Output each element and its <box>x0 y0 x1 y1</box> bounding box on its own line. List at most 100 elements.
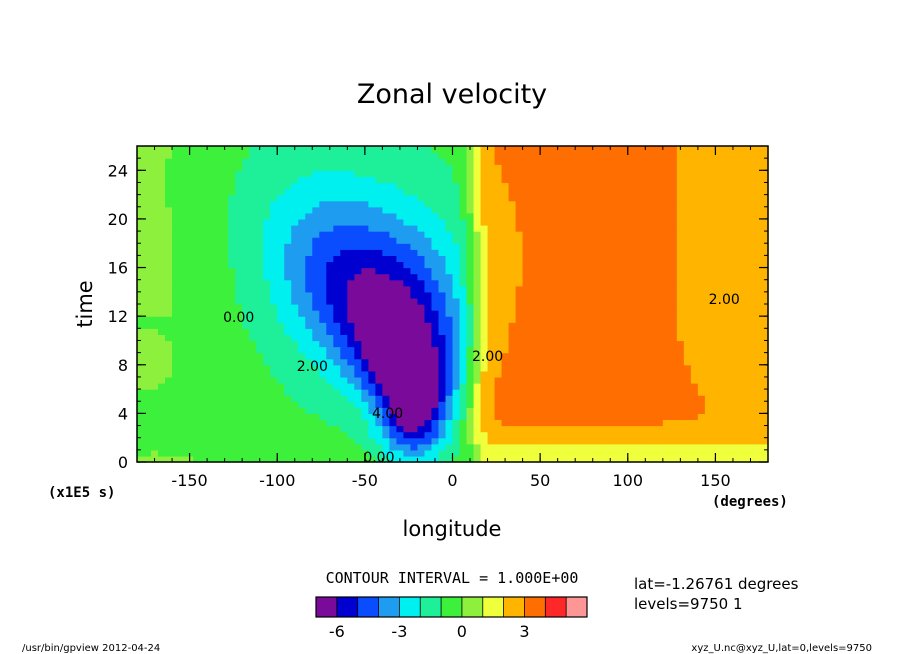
field-cell <box>620 188 629 196</box>
field-cell <box>627 218 636 226</box>
field-cell <box>515 188 524 196</box>
field-cell <box>522 237 531 244</box>
field-cell <box>718 340 727 348</box>
field-cell <box>179 297 187 305</box>
field-cell <box>725 194 734 202</box>
field-cell <box>375 261 383 269</box>
field-cell <box>550 176 559 184</box>
field-cell <box>403 419 412 427</box>
field-cell <box>536 285 545 293</box>
field-cell <box>165 152 173 159</box>
field-cell <box>424 389 433 396</box>
field-cell <box>277 383 285 390</box>
field-cell <box>214 304 222 311</box>
field-cell <box>578 419 587 427</box>
field-cell <box>676 231 685 238</box>
field-cell <box>599 370 608 378</box>
contour-interval-label: CONTOUR INTERVAL = 1.000E+00 <box>326 569 579 587</box>
field-cell <box>438 413 447 421</box>
field-cell <box>473 231 482 238</box>
field-cell <box>753 316 762 323</box>
field-cell <box>487 449 496 457</box>
field-cell <box>473 291 482 299</box>
field-cell <box>459 267 468 275</box>
field-cell <box>494 158 503 165</box>
field-cell <box>459 437 468 445</box>
field-cell <box>312 170 320 177</box>
field-cell <box>396 285 405 293</box>
field-cell <box>641 291 650 299</box>
field-cell <box>501 401 510 408</box>
field-cell <box>158 322 166 329</box>
field-cell <box>270 182 278 190</box>
field-cell <box>298 176 306 184</box>
field-cell <box>648 376 657 384</box>
field-cell <box>305 310 313 317</box>
field-cell <box>375 449 383 457</box>
field-cell <box>536 322 545 329</box>
field-cell <box>739 455 748 463</box>
field-cell <box>403 304 412 311</box>
field-cell <box>417 370 426 378</box>
field-cell <box>501 164 510 171</box>
field-cell <box>466 328 475 335</box>
field-cell <box>221 249 229 256</box>
field-cell <box>494 370 503 378</box>
field-cell <box>235 389 243 396</box>
x-tick-label: 50 <box>530 471 550 490</box>
field-cell <box>690 322 699 329</box>
field-cell <box>354 364 362 372</box>
field-cell <box>466 152 475 159</box>
field-cell <box>305 370 313 378</box>
field-cell <box>445 225 454 232</box>
field-cell <box>501 364 510 372</box>
field-cell <box>473 255 482 263</box>
field-cell <box>620 182 629 190</box>
field-cell <box>641 285 650 293</box>
field-cell <box>445 437 454 445</box>
field-cell <box>564 285 573 293</box>
field-cell <box>410 200 419 208</box>
field-cell <box>508 455 517 463</box>
field-cell <box>620 364 629 372</box>
field-cell <box>263 249 271 256</box>
field-cell <box>298 352 306 360</box>
field-cell <box>711 443 720 451</box>
field-cell <box>739 206 748 214</box>
field-cell <box>221 267 229 275</box>
field-cell <box>291 304 299 311</box>
field-cell <box>466 334 475 342</box>
field-cell <box>333 231 341 238</box>
field-cell <box>200 176 208 184</box>
field-cell <box>214 182 222 190</box>
field-cell <box>193 285 201 293</box>
field-cell <box>571 443 580 451</box>
field-cell <box>144 401 152 408</box>
field-cell <box>620 340 629 348</box>
field-cell <box>298 194 306 202</box>
field-cell <box>725 316 734 323</box>
field-cell <box>158 243 166 250</box>
field-cell <box>277 322 285 329</box>
field-cell <box>739 146 748 153</box>
field-cell <box>158 328 166 335</box>
field-cell <box>480 455 489 463</box>
field-cell <box>228 376 236 384</box>
field-cell <box>655 304 664 311</box>
field-cell <box>529 364 538 372</box>
field-cell <box>347 316 355 323</box>
field-cell <box>732 395 741 402</box>
field-cell <box>564 231 573 238</box>
field-cell <box>137 304 145 311</box>
field-cell <box>515 437 524 445</box>
field-cell <box>382 352 390 360</box>
field-cell <box>165 237 173 244</box>
x-units-label: (degrees) <box>712 494 788 510</box>
field-cell <box>172 249 180 256</box>
field-cell <box>410 267 419 275</box>
field-cell <box>368 431 376 439</box>
field-cell <box>284 249 292 256</box>
field-cell <box>284 346 292 354</box>
field-cell <box>242 443 250 451</box>
field-cell <box>718 389 727 396</box>
